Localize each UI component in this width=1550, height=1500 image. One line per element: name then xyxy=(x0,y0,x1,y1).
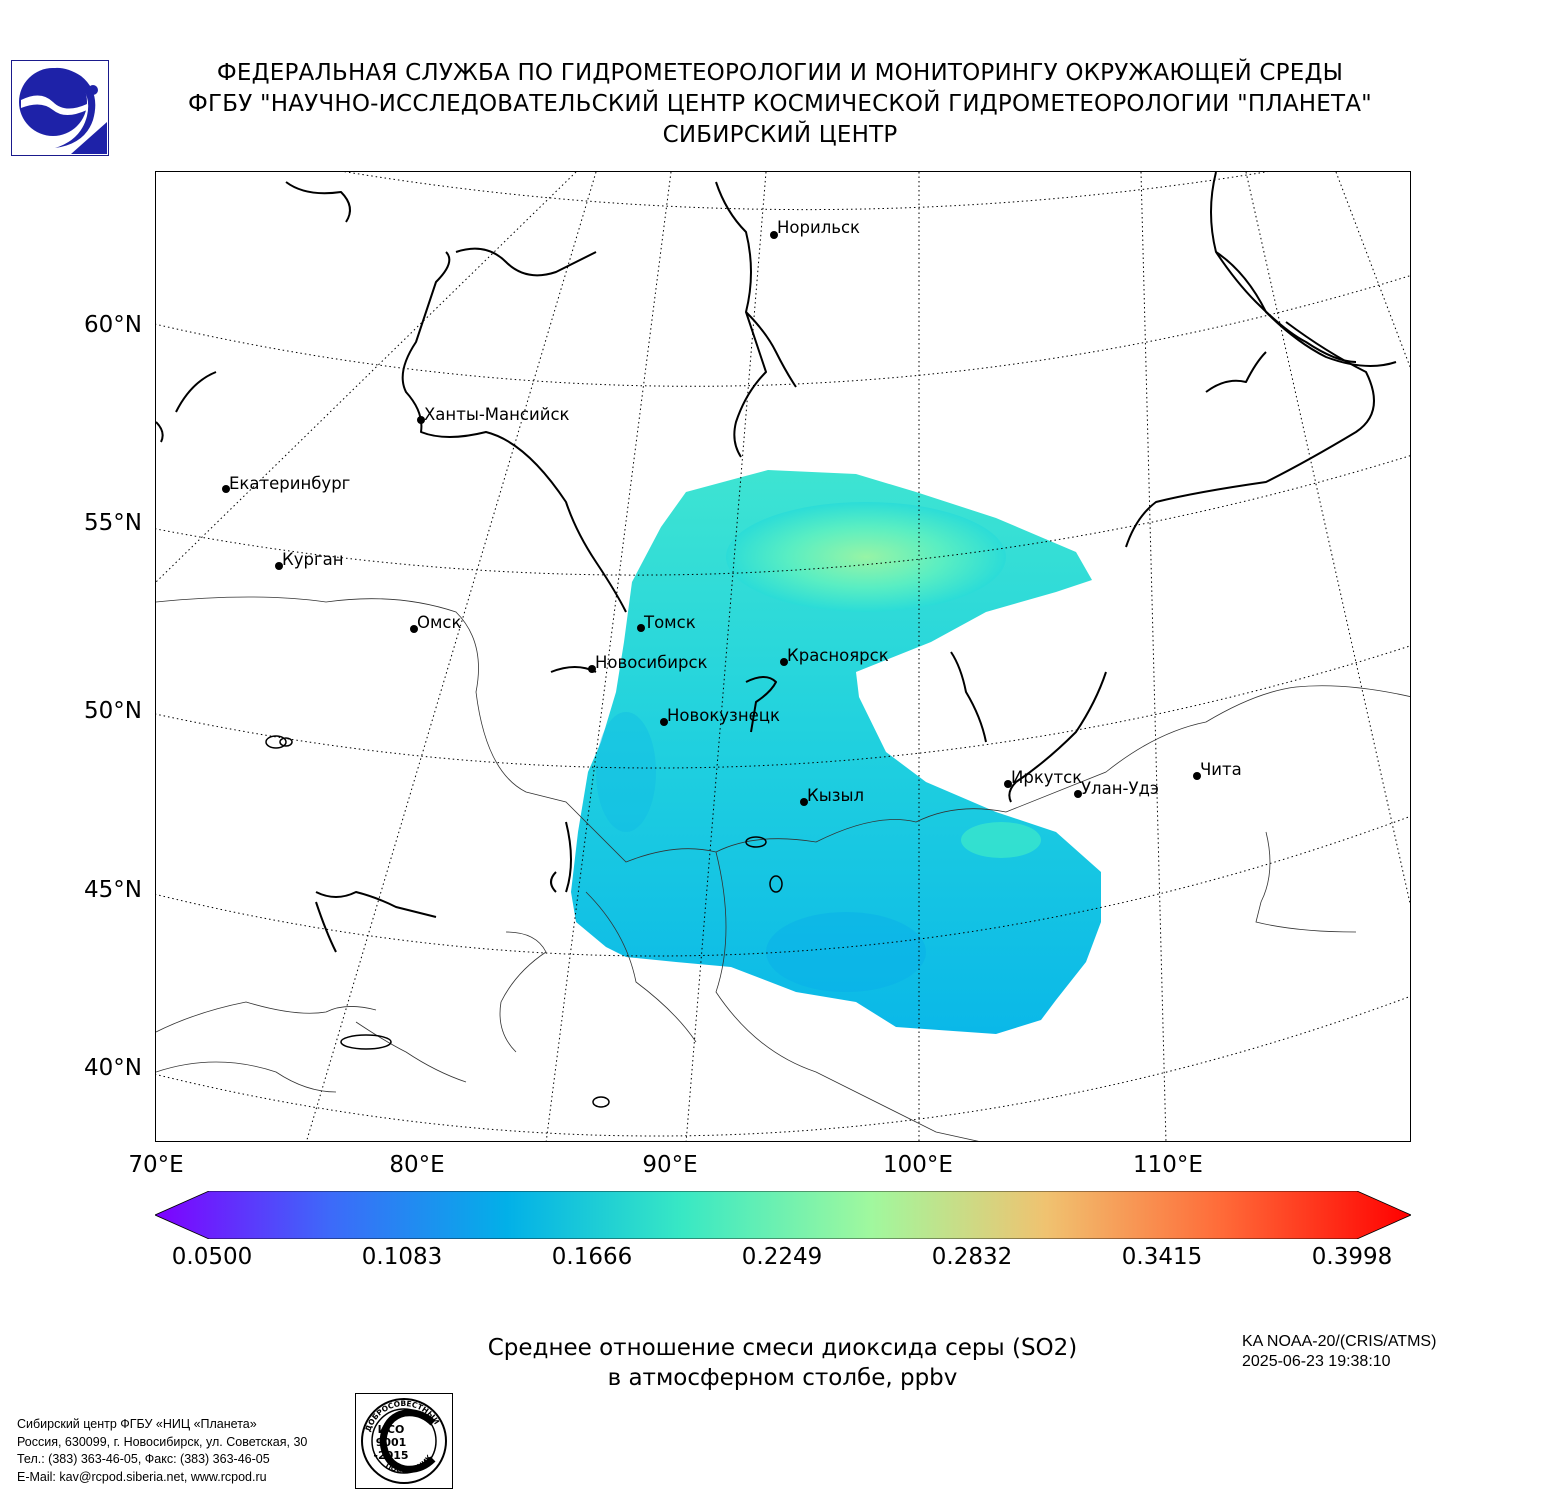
city-label-irkutsk: Иркутск xyxy=(1011,768,1083,787)
city-label-norilsk: Норильск xyxy=(777,218,861,237)
colorbar-tick-2: 0.1666 xyxy=(551,1244,633,1270)
so2-region xyxy=(571,470,1101,1034)
subtitle-line-1: Среднее отношение смеси диоксида серы (S… xyxy=(487,1335,1078,1361)
colorbar-tick-4: 0.2832 xyxy=(931,1244,1013,1270)
colorbar xyxy=(155,1191,1411,1239)
iso-number: 9001 xyxy=(376,1436,407,1449)
lon-label-100: 100°E xyxy=(883,1152,953,1178)
header-line-2: ФГБУ "НАУЧНО-ИССЛЕДОВАТЕЛЬСКИЙ ЦЕНТР КОС… xyxy=(188,91,1372,117)
contacts-line-2: Россия, 630099, г. Новосибирск, ул. Сове… xyxy=(17,1434,308,1449)
country-borders xyxy=(156,596,1410,1141)
city-label-yekaterinburg: Екатеринбург xyxy=(229,474,351,493)
satellite-info: KA NOAA-20/(CRIS/ATMS) 2025-06-23 19:38:… xyxy=(1242,1332,1436,1372)
subtitle: Среднее отношение смеси диоксида серы (S… xyxy=(380,1333,1185,1393)
lat-label-45: 45°N xyxy=(84,877,142,903)
lon-label-80: 80°E xyxy=(389,1152,445,1178)
city-label-novosibirsk: Новосибирск xyxy=(595,653,708,672)
rivers-coastlines xyxy=(156,172,1397,953)
iso-label: ИСО xyxy=(378,1423,405,1436)
city-label-novokuznetsk: Новокузнецк xyxy=(667,706,780,725)
city-label-omsk: Омск xyxy=(417,613,462,632)
colorbar-tick-1: 0.1083 xyxy=(361,1244,443,1270)
city-label-krasnoyarsk: Красноярск xyxy=(787,646,889,665)
city-label-kyzyl: Кызыл xyxy=(807,786,865,805)
colorbar-tick-5: 0.3415 xyxy=(1121,1244,1203,1270)
so2-max-area xyxy=(726,502,1006,612)
lat-label-55: 55°N xyxy=(84,510,142,536)
lat-label-60: 60°N xyxy=(84,312,142,338)
subtitle-line-2: в атмосферном столбе, ppbv xyxy=(607,1365,958,1391)
city-label-kurgan: Курган xyxy=(282,550,344,569)
satellite-timestamp: 2025-06-23 19:38:10 xyxy=(1242,1353,1391,1370)
contacts-line-4: E-Mail: kav@rcpod.siberia.net, www.rcpod… xyxy=(17,1469,267,1484)
lat-label-50: 50°N xyxy=(84,698,142,724)
header-line-3: СИБИРСКИЙ ЦЕНТР xyxy=(662,122,898,148)
lon-label-70: 70°E xyxy=(128,1152,184,1178)
map-panel: Норильск Ханты-Мансийск Екатеринбург Кур… xyxy=(155,171,1411,1142)
map-canvas xyxy=(156,172,1410,1141)
city-label-chita: Чита xyxy=(1200,760,1242,779)
iso-badge: ДОБРОСОВЕСТНЫЙ ПОСТАВЩИК ИСО 9001 -2015 xyxy=(355,1393,453,1489)
city-label-khanty-mansiysk: Ханты-Мансийск xyxy=(424,405,570,424)
planeta-logo xyxy=(11,60,109,156)
iso-year: -2015 xyxy=(373,1449,408,1462)
satellite-name: KA NOAA-20/(CRIS/ATMS) xyxy=(1242,1333,1437,1350)
graticule-lat xyxy=(156,172,1410,1137)
city-label-tomsk: Томск xyxy=(644,613,696,632)
lon-label-90: 90°E xyxy=(642,1152,698,1178)
header-line-1: ФЕДЕРАЛЬНАЯ СЛУЖБА ПО ГИДРОМЕТЕОРОЛОГИИ … xyxy=(216,60,1344,86)
contacts: Сибирский центр ФГБУ «НИЦ «Планета» Росс… xyxy=(17,1416,307,1486)
colorbar-tick-3: 0.2249 xyxy=(741,1244,823,1270)
contacts-line-1: Сибирский центр ФГБУ «НИЦ «Планета» xyxy=(17,1417,257,1431)
colorbar-tick-0: 0.0500 xyxy=(171,1244,253,1270)
lat-label-40: 40°N xyxy=(84,1055,142,1081)
contacts-line-3: Тел.: (383) 363-46-05, Факс: (383) 363-4… xyxy=(17,1452,270,1466)
city-label-ulan-ude: Улан-Удэ xyxy=(1081,779,1159,798)
city-markers xyxy=(222,231,1201,806)
header: ФЕДЕРАЛЬНАЯ СЛУЖБА ПО ГИДРОМЕТЕОРОЛОГИИ … xyxy=(120,58,1440,151)
lon-label-110: 110°E xyxy=(1133,1152,1203,1178)
lakes xyxy=(265,735,783,1108)
colorbar-tick-6: 0.3998 xyxy=(1311,1244,1393,1270)
